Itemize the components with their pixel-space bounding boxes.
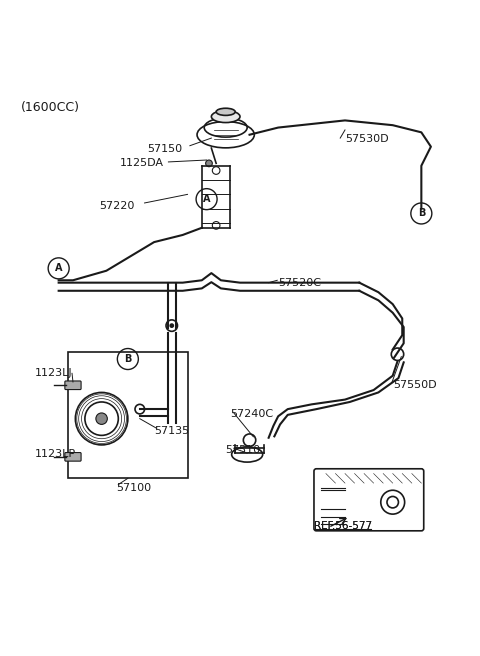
Ellipse shape — [211, 111, 240, 123]
Text: 57240C: 57240C — [230, 409, 274, 419]
FancyBboxPatch shape — [65, 381, 81, 390]
Text: A: A — [55, 263, 62, 274]
Text: 57520C: 57520C — [278, 277, 321, 288]
Text: 57550D: 57550D — [393, 380, 436, 390]
Ellipse shape — [216, 108, 235, 115]
Text: 1123LP: 1123LP — [35, 449, 76, 459]
Text: (1600CC): (1600CC) — [21, 101, 80, 114]
Text: 57150: 57150 — [148, 144, 183, 154]
Circle shape — [96, 413, 108, 424]
Text: 1123LJ: 1123LJ — [35, 368, 72, 379]
Text: REF.56-577: REF.56-577 — [314, 521, 372, 531]
Text: REF.56-577: REF.56-577 — [314, 521, 372, 531]
Text: 57135: 57135 — [154, 426, 189, 436]
Text: 57220: 57220 — [100, 201, 135, 211]
Circle shape — [169, 323, 174, 328]
Text: A: A — [203, 194, 210, 204]
Bar — [68, 352, 188, 478]
Text: B: B — [418, 209, 425, 218]
Text: 57510: 57510 — [226, 445, 261, 455]
Text: 1125DA: 1125DA — [120, 158, 164, 169]
Text: 57100: 57100 — [116, 483, 151, 493]
Circle shape — [205, 160, 212, 167]
Text: 57530D: 57530D — [345, 134, 389, 144]
Text: B: B — [124, 354, 132, 364]
FancyBboxPatch shape — [65, 453, 81, 461]
